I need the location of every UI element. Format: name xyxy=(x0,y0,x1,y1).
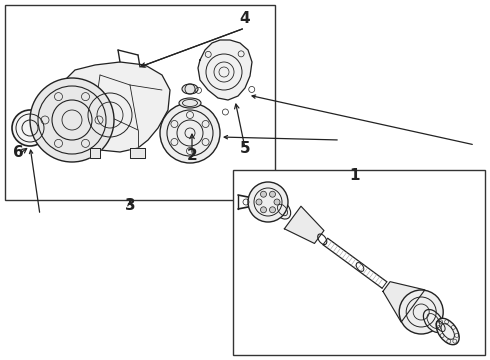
Polygon shape xyxy=(90,148,100,158)
Bar xyxy=(233,170,485,355)
Circle shape xyxy=(274,199,280,205)
Circle shape xyxy=(261,191,267,197)
Polygon shape xyxy=(383,282,425,322)
Circle shape xyxy=(12,110,48,146)
Text: 6: 6 xyxy=(13,144,24,159)
Circle shape xyxy=(270,191,275,197)
Text: 5: 5 xyxy=(240,140,250,156)
Ellipse shape xyxy=(423,310,443,333)
Text: 1: 1 xyxy=(350,167,360,183)
Circle shape xyxy=(248,182,288,222)
Circle shape xyxy=(30,78,114,162)
Circle shape xyxy=(160,103,220,163)
Ellipse shape xyxy=(179,98,201,108)
Circle shape xyxy=(399,290,443,334)
Ellipse shape xyxy=(274,201,291,219)
Ellipse shape xyxy=(182,84,198,94)
Circle shape xyxy=(261,207,267,213)
Polygon shape xyxy=(284,206,324,243)
Polygon shape xyxy=(198,40,252,100)
Text: 3: 3 xyxy=(124,198,135,212)
Circle shape xyxy=(256,199,262,205)
Text: 4: 4 xyxy=(240,10,250,26)
Text: 2: 2 xyxy=(187,148,197,162)
Polygon shape xyxy=(130,148,145,158)
Bar xyxy=(5,5,275,200)
Polygon shape xyxy=(48,62,170,152)
Circle shape xyxy=(270,207,275,213)
Ellipse shape xyxy=(436,318,459,345)
